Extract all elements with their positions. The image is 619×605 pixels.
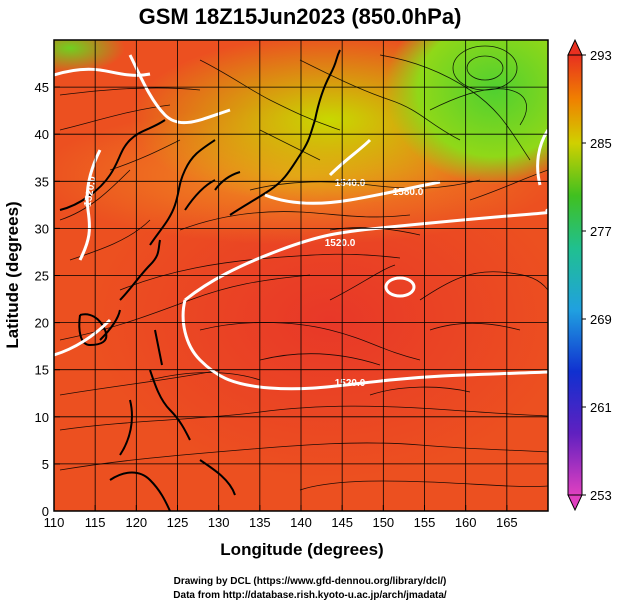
colorbar-tick-label: 293 bbox=[590, 48, 612, 63]
x-tick-label: 130 bbox=[208, 515, 230, 530]
x-tick-label: 115 bbox=[85, 515, 106, 530]
y-tick-label: 35 bbox=[35, 174, 49, 189]
x-axis-ticks: 110 115 120 125 130 135 140 145 150 155 160 165 bbox=[44, 505, 518, 530]
contour-label: 1580.0 bbox=[393, 187, 424, 198]
colorbar-tick-label: 277 bbox=[590, 224, 612, 239]
lat-lon-grid bbox=[54, 40, 548, 511]
green-northeast-region bbox=[385, 40, 548, 185]
colorbar-tick-label: 285 bbox=[590, 136, 612, 151]
colorbar-bottom-arrow bbox=[567, 494, 583, 512]
x-tick-label: 160 bbox=[455, 515, 477, 530]
y-tick-label: 20 bbox=[35, 316, 49, 331]
x-axis-label: Longitude (degrees) bbox=[220, 540, 383, 559]
x-tick-label: 140 bbox=[290, 515, 312, 530]
x-tick-label: 125 bbox=[167, 515, 189, 530]
x-tick-label: 110 bbox=[44, 515, 65, 530]
contour-label: 1520.0 bbox=[82, 175, 98, 207]
colorbar-gradient bbox=[567, 54, 583, 496]
map-plot-area: 1520.0 1580.0 1520.0 1520.0 1540.0 bbox=[54, 40, 548, 511]
x-tick-label: 165 bbox=[496, 515, 518, 530]
y-tick-label: 5 bbox=[42, 457, 49, 472]
y-tick-label: 25 bbox=[35, 269, 49, 284]
coastlines bbox=[59, 49, 341, 511]
y-axis-ticks: 0 5 10 15 20 25 30 35 40 45 bbox=[35, 80, 60, 519]
y-tick-label: 40 bbox=[35, 127, 49, 142]
x-tick-label: 135 bbox=[249, 515, 271, 530]
y-tick-label: 0 bbox=[42, 504, 49, 519]
x-tick-label: 145 bbox=[331, 515, 353, 530]
contour-label: 1520.0 bbox=[335, 378, 366, 389]
credit-drawing: Drawing by DCL (https://www.gfd-dennou.o… bbox=[174, 576, 447, 587]
y-axis-label: Latitude (degrees) bbox=[3, 201, 22, 348]
y-tick-label: 30 bbox=[35, 221, 49, 236]
colorbar-tick-label: 253 bbox=[590, 488, 612, 503]
chart-title: GSM 18Z15Jun2023 (850.0hPa) bbox=[139, 4, 462, 29]
x-tick-label: 155 bbox=[414, 515, 436, 530]
height-contours bbox=[54, 54, 548, 391]
x-tick-label: 120 bbox=[125, 515, 147, 530]
y-tick-label: 10 bbox=[35, 410, 49, 425]
contour-label: 1520.0 bbox=[325, 238, 356, 249]
green-northwest-region bbox=[54, 40, 125, 73]
colorbar-top-arrow bbox=[567, 38, 583, 56]
colorbar: 293 285 277 269 261 253 bbox=[567, 38, 612, 512]
y-tick-label: 15 bbox=[35, 363, 49, 378]
credit-data: Data from http://database.rish.kyoto-u.a… bbox=[173, 590, 447, 601]
colorbar-tick-label: 261 bbox=[590, 400, 612, 415]
y-tick-label: 45 bbox=[35, 80, 49, 95]
colorbar-tick-label: 269 bbox=[590, 312, 612, 327]
contour-label: 1540.0 bbox=[335, 178, 366, 189]
x-tick-label: 150 bbox=[372, 515, 394, 530]
